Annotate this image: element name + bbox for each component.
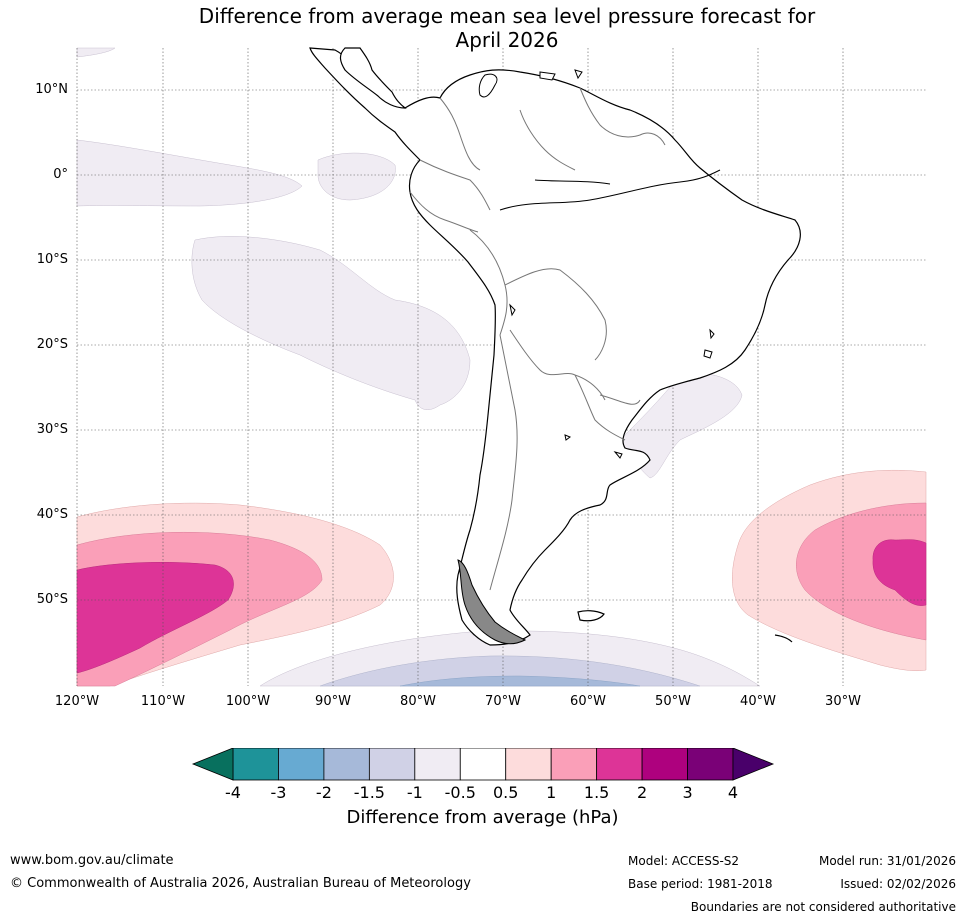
- lon-label-60w: 60°W: [570, 694, 606, 709]
- tierra-del-fuego: [457, 559, 527, 645]
- colorbar-tick-label: -0.5: [444, 783, 476, 802]
- lakes: [509, 303, 715, 459]
- anomaly-patch-southern-ocean-light-blue: [319, 655, 701, 687]
- central-america-coastline: [339, 47, 407, 109]
- anomaly-patch-atlantic-pink-mid: [796, 502, 927, 641]
- caribbean-islands: [478, 69, 583, 98]
- lat-label-40s: 40°S: [36, 507, 68, 522]
- south-georgia: [774, 634, 793, 643]
- title-line-2: April 2026: [455, 28, 559, 52]
- colorbar-tick-label: 4: [727, 783, 739, 802]
- colorbar-tick-label: 3: [682, 783, 693, 802]
- lon-label-70w: 70°W: [485, 694, 521, 709]
- anomaly-patch-north-pacific: [76, 47, 116, 58]
- footer-copyright: © Commonwealth of Australia 2026, Austra…: [10, 876, 471, 891]
- footer-model: Model: ACCESS-S2: [628, 854, 740, 868]
- colorbar: [191, 748, 775, 781]
- colorbar-tick-label: -1: [406, 783, 423, 802]
- colorbar-segment: [278, 748, 325, 781]
- falkland-islands: [577, 610, 605, 622]
- colorbar-tick-label: 0.5: [492, 783, 519, 802]
- anomaly-patch-galapagos: [317, 152, 396, 201]
- lon-label-80w: 80°W: [400, 694, 436, 709]
- anomaly-patch-equatorial-pacific: [76, 139, 303, 207]
- colorbar-segment: [232, 748, 279, 781]
- colorbar-tick-label: -2: [315, 783, 332, 802]
- lat-label-10s: 10°S: [36, 252, 68, 267]
- anomaly-patch-atlantic-magenta: [872, 539, 927, 606]
- colorbar-segment: [323, 748, 370, 781]
- footer-model-run: Model run: 31/01/2026: [818, 854, 956, 868]
- lon-label-100w: 100°W: [225, 694, 271, 709]
- lon-label-30w: 30°W: [825, 694, 861, 709]
- footer-disclaimer: Boundaries are not considered authoritat…: [690, 900, 956, 914]
- lon-label-120w: 120°W: [54, 694, 100, 709]
- colorbar-tick-label: 2: [636, 783, 648, 802]
- rivers: [499, 169, 721, 211]
- colorbar-segment: [505, 748, 552, 781]
- colorbar-tick-label: 1: [546, 783, 557, 802]
- anomaly-patch-southeast-pacific: [191, 236, 471, 410]
- colorbar-tick-label: -3: [270, 783, 287, 802]
- colorbar-tick-label: -1.5: [353, 783, 385, 802]
- anomaly-patch-south-atlantic: [619, 372, 743, 479]
- lat-label-10n: 10°N: [35, 82, 68, 97]
- title-line-1: Difference from average mean sea level p…: [198, 4, 816, 28]
- colorbar-tick-label: -4: [225, 783, 241, 802]
- lon-label-110w: 110°W: [140, 694, 186, 709]
- lat-label-30s: 30°S: [36, 422, 68, 437]
- colorbar-tick-label: 1.5: [583, 783, 610, 802]
- colorbar-label: Difference from average (hPa): [346, 807, 619, 828]
- lon-label-40w: 40°W: [740, 694, 776, 709]
- lat-label-20s: 20°S: [36, 337, 68, 352]
- country-borders: [409, 87, 666, 591]
- colorbar-segment: [550, 748, 598, 781]
- colorbar-segment: [459, 748, 507, 781]
- map-title: Difference from average mean sea level p…: [0, 4, 965, 52]
- lat-label-50s: 50°S: [36, 592, 68, 607]
- colorbar-segment: [414, 748, 461, 781]
- colorbar-segment: [687, 748, 734, 781]
- colorbar-over-arrow: [732, 748, 775, 781]
- footer-base-period: Base period: 1981-2018: [628, 877, 773, 891]
- lon-label-50w: 50°W: [655, 694, 691, 709]
- south-america-coastline: [309, 47, 801, 646]
- footer-issued: Issued: 02/02/2026: [840, 877, 956, 891]
- colorbar-under-arrow: [191, 748, 234, 781]
- colorbar-segment: [641, 748, 688, 781]
- lon-label-90w: 90°W: [315, 694, 351, 709]
- colorbar-segment: [368, 748, 416, 781]
- map-area: [76, 47, 927, 687]
- colorbar-segment: [596, 748, 643, 781]
- anomaly-patch-southern-ocean-blue: [399, 675, 641, 687]
- footer-website: www.bom.gov.au/climate: [10, 853, 174, 868]
- lat-label-0: 0°: [53, 167, 68, 182]
